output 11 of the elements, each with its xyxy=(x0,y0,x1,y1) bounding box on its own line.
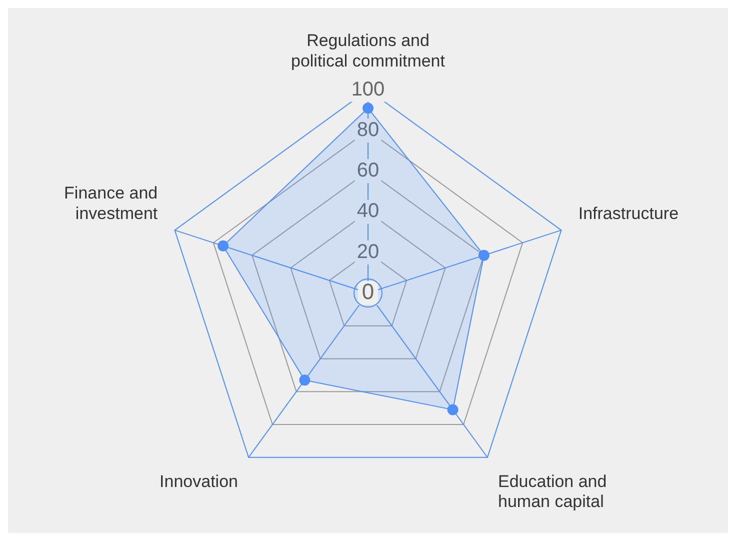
y-tick-label: 40 xyxy=(356,200,380,222)
spoke-label: Finance and investment xyxy=(64,184,158,224)
spoke-label: Infrastructure xyxy=(578,204,679,224)
spoke-label: Regulations and political commitment xyxy=(291,30,446,70)
y-tick-label: 60 xyxy=(356,160,380,182)
spoke-label: Education and human capital xyxy=(498,472,607,512)
spoke-label: Innovation xyxy=(160,472,238,491)
y-tick-label: 0 xyxy=(362,279,374,304)
y-tick-label: 80 xyxy=(356,118,380,141)
y-tick-label: 100 xyxy=(351,78,385,100)
y-tick-label: 20 xyxy=(356,240,380,263)
